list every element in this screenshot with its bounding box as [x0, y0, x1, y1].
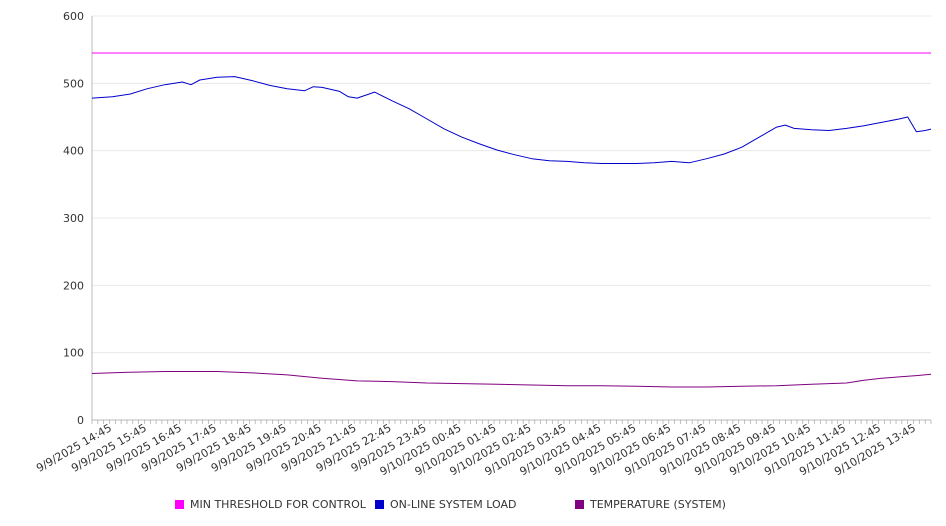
legend-swatch-threshold: [175, 500, 184, 509]
y-axis-tick-labels: 0 100 200 300 400 500 600: [63, 10, 84, 427]
legend-item-system-load[interactable]: ON-LINE SYSTEM LOAD: [375, 498, 516, 511]
legend-label-threshold: MIN THRESHOLD FOR CONTROL: [190, 498, 366, 511]
series-lines: [91, 52, 932, 388]
y-tick-label: 300: [63, 212, 84, 225]
y-tick-label: 400: [63, 145, 84, 158]
legend-item-temperature[interactable]: TEMPERATURE (SYSTEM): [575, 498, 726, 511]
grid-lines: [92, 15, 931, 421]
legend: MIN THRESHOLD FOR CONTROL ON-LINE SYSTEM…: [0, 496, 946, 516]
legend-swatch-temperature: [575, 500, 584, 509]
y-tick-label: 500: [63, 77, 84, 90]
series-line-temperature: [91, 371, 932, 388]
legend-label-system-load: ON-LINE SYSTEM LOAD: [390, 498, 517, 511]
x-axis-ticks: [91, 420, 932, 424]
legend-item-threshold[interactable]: MIN THRESHOLD FOR CONTROL: [175, 498, 366, 511]
series-line-system-load: [91, 76, 932, 164]
y-tick-label: 600: [63, 10, 84, 23]
y-tick-label: 100: [63, 347, 84, 360]
y-tick-label: 200: [63, 279, 84, 292]
y-tick-label: 0: [77, 414, 84, 427]
legend-swatch-system-load: [375, 500, 384, 509]
legend-label-temperature: TEMPERATURE (SYSTEM): [590, 498, 726, 511]
x-axis-tick-labels: 9/9/2025 14:459/9/2025 15:459/9/2025 16:…: [34, 421, 918, 478]
